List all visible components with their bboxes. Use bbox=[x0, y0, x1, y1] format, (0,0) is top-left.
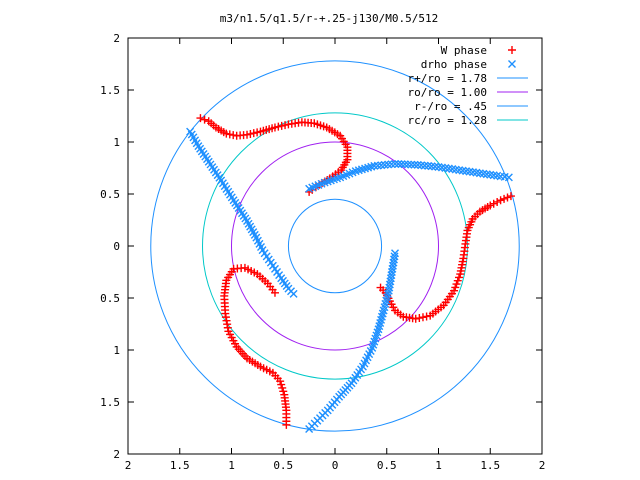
y-tick-label: 2 bbox=[113, 448, 120, 461]
y-tick-label: 1 bbox=[113, 136, 120, 149]
drho-phase-marker bbox=[385, 280, 394, 289]
drho-phase-marker bbox=[386, 274, 395, 283]
drho-phase-marker bbox=[289, 289, 298, 298]
x-tick-label: 1 bbox=[435, 459, 442, 472]
reference-circle-0 bbox=[150, 60, 520, 432]
legend-label: r-/ro = .45 bbox=[414, 100, 487, 113]
drho-phase-marker bbox=[385, 283, 394, 292]
w-phase-marker bbox=[506, 192, 515, 201]
series-1 bbox=[186, 127, 513, 434]
w-phase-marker bbox=[422, 312, 431, 321]
w-phase-marker bbox=[489, 199, 498, 208]
drho-phase-marker bbox=[387, 271, 396, 280]
w-phase-marker bbox=[196, 114, 205, 123]
y-tick-label: 1.5 bbox=[100, 396, 120, 409]
drho-phase-marker bbox=[389, 258, 398, 267]
drho-phase-marker bbox=[390, 252, 399, 261]
legend-marker bbox=[508, 46, 516, 54]
y-tick-label: 0.5 bbox=[100, 292, 120, 305]
drho-phase-marker bbox=[388, 264, 397, 273]
legend-label: drho phase bbox=[421, 58, 487, 71]
legend-label: W phase bbox=[441, 44, 487, 57]
drho-phase-marker bbox=[390, 255, 398, 264]
drho-phase-marker bbox=[394, 159, 403, 168]
x-tick-label: 2 bbox=[539, 459, 546, 472]
drho-phase-marker bbox=[407, 160, 416, 169]
reference-circle-3 bbox=[202, 112, 468, 380]
drho-phase-marker bbox=[397, 160, 406, 169]
x-tick-label: 0.5 bbox=[273, 459, 293, 472]
drho-phase-marker bbox=[391, 249, 400, 258]
x-tick-label: 0 bbox=[332, 459, 339, 472]
w-phase-marker bbox=[426, 311, 435, 320]
drho-phase-marker bbox=[384, 286, 393, 295]
series-0 bbox=[196, 114, 515, 429]
legend-label: ro/ro = 1.00 bbox=[408, 86, 487, 99]
w-phase-marker bbox=[493, 197, 502, 206]
w-phase-marker bbox=[278, 383, 287, 392]
x-tick-label: 2 bbox=[125, 459, 132, 472]
drho-phase-marker bbox=[391, 159, 400, 168]
drho-phase-marker bbox=[404, 160, 413, 169]
x-tick-label: 1.5 bbox=[170, 459, 190, 472]
w-phase-marker bbox=[276, 377, 285, 386]
w-phase-marker bbox=[415, 314, 424, 323]
x-tick-label: 0.5 bbox=[377, 459, 397, 472]
chart-title: m3/n1.5/q1.5/r-+.25-j130/M0.5/512 bbox=[220, 12, 439, 25]
drho-phase-marker bbox=[388, 261, 397, 270]
x-tick-label: 1.5 bbox=[480, 459, 500, 472]
w-phase-marker bbox=[503, 193, 512, 202]
y-tick-label: 1 bbox=[113, 344, 120, 357]
reference-circles bbox=[150, 60, 520, 432]
drho-phase-marker bbox=[387, 268, 396, 276]
legend-label: rc/ro = 1.28 bbox=[408, 114, 487, 127]
legend-marker bbox=[508, 60, 516, 68]
legend-label: r+/ro = 1.78 bbox=[408, 72, 487, 85]
w-phase-marker bbox=[282, 420, 291, 429]
w-phase-marker bbox=[418, 313, 427, 322]
drho-phase-marker bbox=[386, 277, 395, 286]
reference-circle-2 bbox=[287, 198, 383, 294]
drho-phase-marker bbox=[400, 160, 409, 169]
reference-circle-1 bbox=[231, 141, 439, 351]
w-phase-marker bbox=[279, 387, 288, 396]
y-tick-label: 0 bbox=[113, 240, 120, 253]
w-phase-marker bbox=[500, 194, 509, 203]
drho-phase-marker bbox=[504, 173, 513, 182]
axis-ticks: 2 1.5 1 0.5 0 0.5 1 1.5 221.510.500.511.52 bbox=[100, 32, 545, 472]
y-tick-label: 0.5 bbox=[100, 188, 120, 201]
drho-phase-marker bbox=[410, 160, 419, 169]
x-tick-label: 1 bbox=[228, 459, 235, 472]
w-phase-marker bbox=[496, 196, 505, 205]
data-series bbox=[186, 114, 515, 434]
w-phase-marker bbox=[376, 283, 385, 292]
w-phase-marker bbox=[277, 380, 286, 389]
y-tick-label: 2 bbox=[113, 32, 120, 45]
y-tick-label: 1.5 bbox=[100, 84, 120, 97]
w-phase-marker bbox=[200, 115, 209, 124]
